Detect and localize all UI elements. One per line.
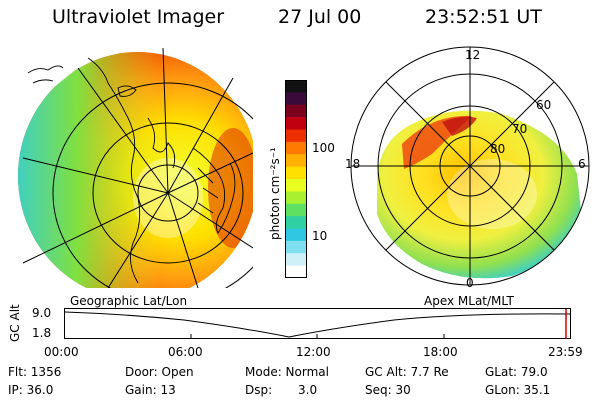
mlt-label-6: 6	[578, 157, 586, 171]
dsp-label: Dsp:	[245, 383, 273, 397]
mlat-label-80: 80	[490, 142, 506, 156]
ip-info: IP: 36.0	[8, 383, 54, 397]
colorbar-band	[285, 179, 307, 192]
gc-alt-info: GC Alt: 7.7 Re	[365, 365, 449, 379]
colorbar-band	[285, 154, 307, 168]
altitude-xtick-1200: 12:00	[296, 345, 331, 359]
mlat-mlt-image	[350, 46, 590, 286]
mlat-label-70: 70	[512, 122, 528, 136]
gain-info: Gain: 13	[125, 383, 176, 397]
colorbar-tick-100: 100	[312, 141, 335, 155]
colorbar-band	[285, 166, 307, 180]
colorbar-band	[285, 240, 307, 254]
dsp-value: 3.0	[298, 383, 318, 397]
mlt-label-18: 18	[345, 157, 361, 171]
colorbar-band	[285, 265, 307, 278]
colorbar-band	[285, 203, 307, 217]
mlt-label-0: 0	[466, 276, 474, 290]
colorbar-band	[285, 216, 307, 229]
altitude-xtick-0600: 06:00	[168, 345, 203, 359]
door-info: Door: Open	[125, 365, 194, 379]
colorbar-band	[285, 129, 307, 143]
colorbar-band	[285, 104, 307, 118]
colorbar-band	[285, 80, 307, 93]
colorbar-band	[285, 191, 307, 205]
colorbar-band	[285, 92, 307, 106]
altitude-plot	[64, 308, 571, 339]
flight-info: Flt: 1356	[8, 365, 62, 379]
geographic-image	[18, 48, 253, 288]
colorbar-band	[285, 117, 307, 130]
altitude-ytick-1-8: 1.8	[32, 326, 52, 340]
mode-info: Mode: Normal	[245, 365, 329, 379]
altitude-ylabel: GC Alt	[8, 304, 22, 342]
colorbar-band	[285, 253, 307, 267]
colorbar	[285, 80, 307, 278]
seq-info: Seq: 30	[365, 383, 411, 397]
altitude-xtick-1800: 18:00	[423, 345, 458, 359]
colorbar-unit-label: photon cm⁻²s⁻¹	[268, 147, 282, 240]
altitude-xtick-0000: 00:00	[44, 345, 79, 359]
glon-info: GLon: 35.1	[485, 383, 551, 397]
altitude-xtick-2359: 23:59	[548, 345, 583, 359]
colorbar-band	[285, 228, 307, 242]
colorbar-tick-10: 10	[312, 229, 328, 243]
date-label: 27 Jul 00	[278, 6, 362, 28]
glat-info: GLat: 79.0	[485, 365, 548, 379]
left-panel-caption: Geographic Lat/Lon	[70, 294, 188, 308]
right-panel-caption: Apex MLat/MLT	[424, 294, 514, 308]
time-label: 23:52:51 UT	[425, 6, 542, 28]
colorbar-band	[285, 141, 307, 155]
mlat-label-60: 60	[536, 98, 552, 112]
instrument-title: Ultraviolet Imager	[52, 6, 225, 28]
mlt-label-12: 12	[465, 48, 481, 62]
altitude-ytick-9: 9.0	[32, 306, 52, 320]
